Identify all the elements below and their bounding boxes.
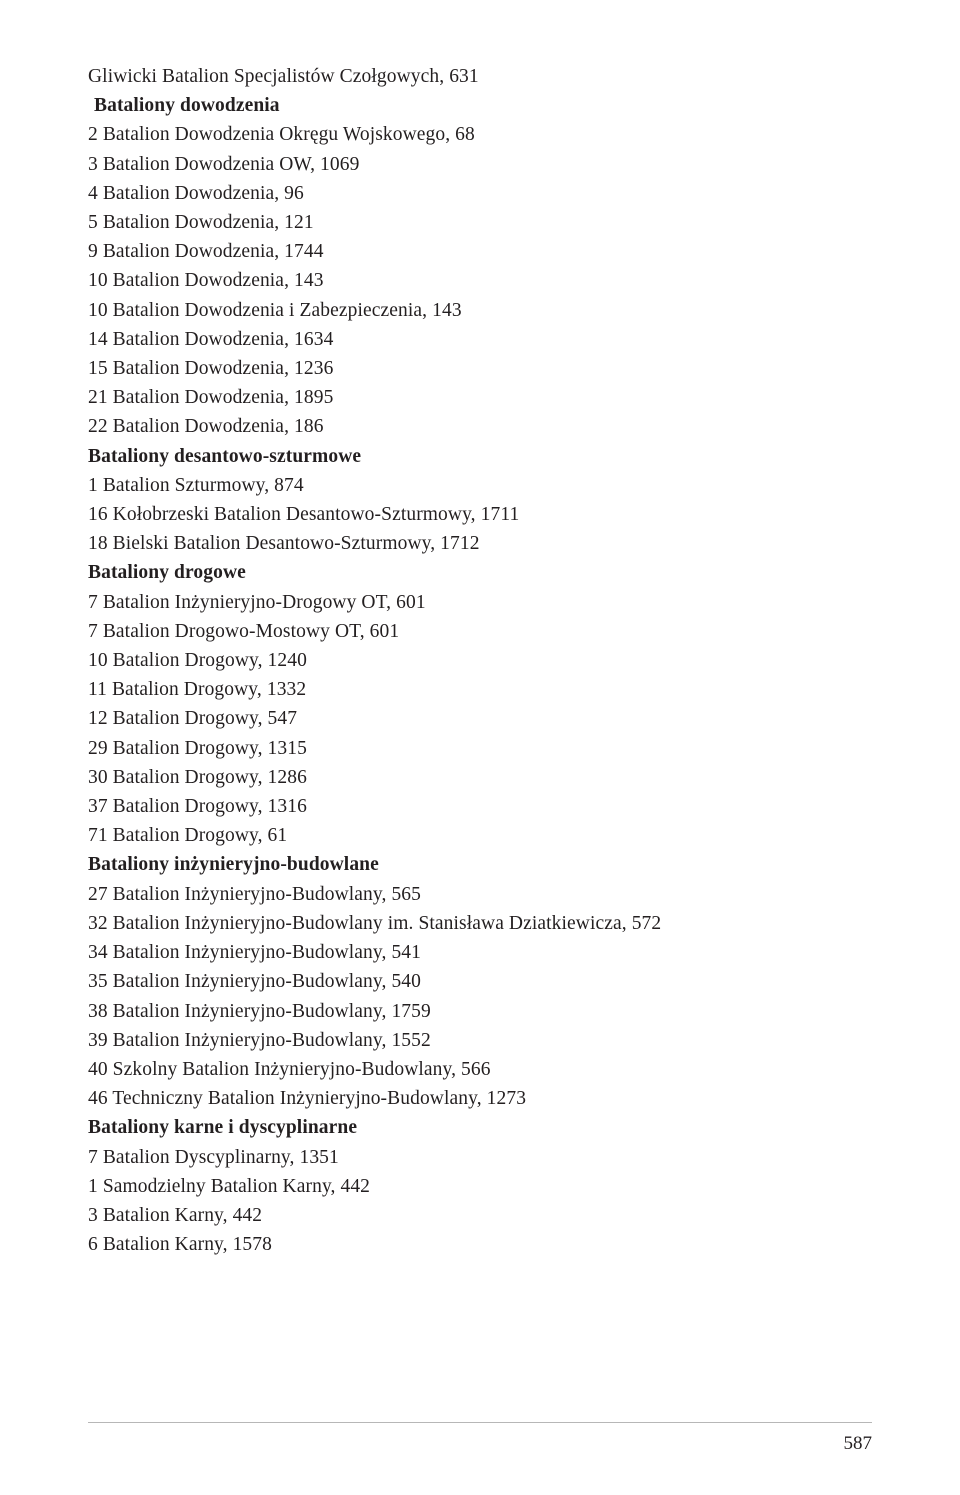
index-entry: 7 Batalion Drogowo-Mostowy OT, 601	[88, 617, 872, 646]
index-entry: 40 Szkolny Batalion Inżynieryjno-Budowla…	[88, 1055, 872, 1084]
index-entry: 22 Batalion Dowodzenia, 186	[88, 412, 872, 441]
index-entry: 30 Batalion Drogowy, 1286	[88, 763, 872, 792]
index-entry: 34 Batalion Inżynieryjno-Budowlany, 541	[88, 938, 872, 967]
page-footer: 587	[88, 1422, 872, 1455]
index-entry: 10 Batalion Drogowy, 1240	[88, 646, 872, 675]
index-entry: 9 Batalion Dowodzenia, 1744	[88, 237, 872, 266]
index-entry: 2 Batalion Dowodzenia Okręgu Wojskowego,…	[88, 120, 872, 149]
index-entry: 39 Batalion Inżynieryjno-Budowlany, 1552	[88, 1026, 872, 1055]
index-heading: Bataliony inżynieryjno-budowlane	[88, 850, 872, 879]
document-page: Gliwicki Batalion Specjalistów Czołgowyc…	[0, 0, 960, 1495]
index-entry: 7 Batalion Inżynieryjno-Drogowy OT, 601	[88, 588, 872, 617]
index-content: Gliwicki Batalion Specjalistów Czołgowyc…	[88, 62, 872, 1259]
index-entry: Gliwicki Batalion Specjalistów Czołgowyc…	[88, 62, 872, 91]
index-entry: 11 Batalion Drogowy, 1332	[88, 675, 872, 704]
index-entry: 3 Batalion Karny, 442	[88, 1201, 872, 1230]
index-entry: 10 Batalion Dowodzenia i Zabezpieczenia,…	[88, 296, 872, 325]
index-entry: 14 Batalion Dowodzenia, 1634	[88, 325, 872, 354]
index-entry: 10 Batalion Dowodzenia, 143	[88, 266, 872, 295]
page-number: 587	[844, 1433, 873, 1454]
index-entry: 35 Batalion Inżynieryjno-Budowlany, 540	[88, 967, 872, 996]
index-entry: 15 Batalion Dowodzenia, 1236	[88, 354, 872, 383]
index-heading: Bataliony dowodzenia	[94, 91, 872, 120]
index-entry: 38 Batalion Inżynieryjno-Budowlany, 1759	[88, 997, 872, 1026]
index-entry: 18 Bielski Batalion Desantowo-Szturmowy,…	[88, 529, 872, 558]
index-entry: 4 Batalion Dowodzenia, 96	[88, 179, 872, 208]
index-entry: 3 Batalion Dowodzenia OW, 1069	[88, 150, 872, 179]
index-entry: 32 Batalion Inżynieryjno-Budowlany im. S…	[88, 909, 872, 938]
index-entry: 27 Batalion Inżynieryjno-Budowlany, 565	[88, 880, 872, 909]
index-entry: 16 Kołobrzeski Batalion Desantowo-Szturm…	[88, 500, 872, 529]
index-entry: 1 Samodzielny Batalion Karny, 442	[88, 1172, 872, 1201]
index-entry: 5 Batalion Dowodzenia, 121	[88, 208, 872, 237]
index-entry: 37 Batalion Drogowy, 1316	[88, 792, 872, 821]
index-heading: Bataliony karne i dyscyplinarne	[88, 1113, 872, 1142]
index-entry: 6 Batalion Karny, 1578	[88, 1230, 872, 1259]
index-entry: 7 Batalion Dyscyplinarny, 1351	[88, 1143, 872, 1172]
index-entry: 12 Batalion Drogowy, 547	[88, 704, 872, 733]
index-entry: 46 Techniczny Batalion Inżynieryjno-Budo…	[88, 1084, 872, 1113]
index-heading: Bataliony drogowe	[88, 558, 872, 587]
index-entry: 71 Batalion Drogowy, 61	[88, 821, 872, 850]
index-entry: 21 Batalion Dowodzenia, 1895	[88, 383, 872, 412]
index-heading: Bataliony desantowo-szturmowe	[88, 442, 872, 471]
index-entry: 29 Batalion Drogowy, 1315	[88, 734, 872, 763]
index-entry: 1 Batalion Szturmowy, 874	[88, 471, 872, 500]
